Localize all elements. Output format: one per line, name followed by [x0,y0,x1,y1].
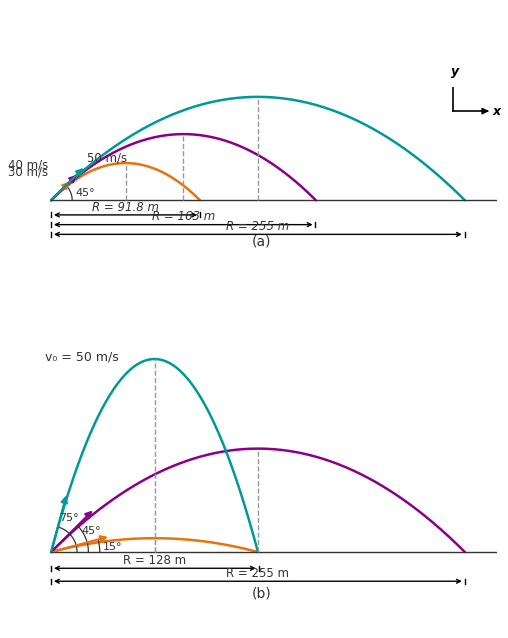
Text: R = 91.8 m: R = 91.8 m [92,200,159,214]
Text: 45°: 45° [75,188,95,198]
Text: 75°: 75° [59,513,79,523]
Text: R = 255 m: R = 255 m [227,567,290,580]
Text: 50 m/s: 50 m/s [87,151,127,164]
Text: 45°: 45° [82,526,102,536]
Text: R = 255 m: R = 255 m [226,220,290,233]
Text: R = 128 m: R = 128 m [123,554,186,567]
Text: x: x [492,105,500,117]
Text: (b): (b) [252,586,272,600]
Text: (a): (a) [252,235,272,249]
Text: R = 163 m: R = 163 m [152,211,215,223]
Text: y: y [451,66,459,78]
Text: 40 m/s: 40 m/s [8,159,48,172]
Text: 30 m/s: 30 m/s [8,166,48,179]
Text: v₀ = 50 m/s: v₀ = 50 m/s [45,351,118,364]
Text: 15°: 15° [103,542,122,552]
